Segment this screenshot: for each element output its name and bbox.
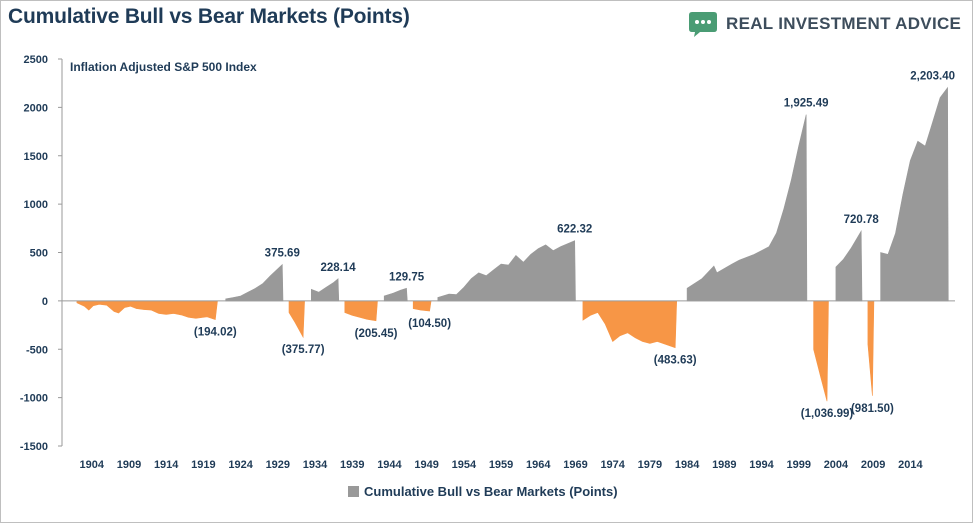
bear-market-area-2 (288, 300, 305, 339)
x-axis: 1904 1909 1914 1919 1924 1929 1934 1939 1944 1949… (80, 459, 924, 471)
x-tick-label: 1939 (340, 459, 364, 471)
x-tick-label: 1994 (749, 459, 774, 471)
x-tick-label: 2009 (861, 459, 885, 471)
bear-market-area-10 (813, 300, 829, 402)
bull-market-area-13 (880, 86, 949, 302)
chart-subtitle: Inflation Adjusted S&P 500 Index (70, 60, 257, 74)
y-tick-label: 2500 (24, 54, 48, 66)
x-tick-label: 1914 (154, 459, 179, 471)
data-label: (194.02) (194, 327, 237, 339)
bull-market-area-9 (686, 114, 808, 302)
data-label: (205.45) (355, 328, 398, 340)
x-tick-label: 1904 (80, 459, 105, 471)
data-label: 2,203.40 (910, 71, 955, 83)
x-tick-label: 1984 (675, 459, 700, 471)
x-tick-label: 1919 (191, 459, 215, 471)
y-tick-label: 1000 (24, 199, 48, 211)
x-tick-label: 2004 (824, 459, 849, 471)
x-tick-label: 1934 (303, 459, 328, 471)
bull-market-area-11 (835, 230, 863, 302)
x-tick-label: 1924 (228, 459, 253, 471)
y-tick-label: 1500 (24, 151, 48, 163)
data-label: (483.63) (654, 355, 697, 367)
x-tick-label: 1929 (266, 459, 290, 471)
y-tick-label: 0 (42, 296, 48, 308)
x-tick-label: 1949 (414, 459, 438, 471)
y-tick-label: -500 (26, 344, 48, 356)
data-label: 375.69 (265, 248, 300, 260)
series-area (76, 86, 949, 402)
legend-swatch (348, 486, 359, 497)
bear-market-area-12 (867, 300, 875, 396)
x-tick-label: 1989 (712, 459, 736, 471)
y-tick-label: -1000 (20, 393, 48, 405)
brand-name: REAL INVESTMENT ADVICE (726, 14, 962, 33)
data-labels: (194.02) 375.69 (375.77) 228.14 (205.45) 129.… (194, 71, 955, 421)
y-tick-label: 2000 (24, 102, 48, 114)
bull-market-area-1 (225, 263, 284, 302)
chat-bubble-icon (689, 12, 717, 37)
y-axis: 2500 2000 1500 1000 500 0 -500 -1000 -1500 (20, 54, 63, 453)
bull-market-area-7 (437, 240, 576, 302)
data-label: 129.75 (389, 271, 425, 283)
brand-logo: REAL INVESTMENT ADVICE (688, 8, 961, 40)
legend-label: Cumulative Bull vs Bear Markets (Points) (364, 484, 618, 499)
bull-market-area-5 (383, 287, 408, 302)
y-tick-label: 500 (30, 248, 48, 260)
page-title: Cumulative Bull vs Bear Markets (Points) (8, 5, 410, 28)
bear-market-area-0 (76, 300, 218, 321)
data-label: 228.14 (320, 262, 356, 274)
bull-market-area-3 (311, 278, 340, 302)
x-tick-label: 1909 (117, 459, 141, 471)
chart-legend: Cumulative Bull vs Bear Markets (Points) (348, 484, 618, 499)
data-label: 1,925.49 (784, 98, 829, 110)
data-label: 622.32 (557, 224, 592, 236)
x-tick-label: 2014 (898, 459, 923, 471)
bear-market-area-6 (412, 300, 432, 312)
data-label: 720.78 (844, 214, 880, 226)
x-tick-label: 1944 (377, 459, 402, 471)
x-tick-label: 1954 (452, 459, 477, 471)
data-label: (1,036.99) (801, 408, 854, 420)
bear-market-area-4 (344, 300, 378, 322)
x-tick-label: 1959 (489, 459, 513, 471)
x-tick-label: 1999 (786, 459, 810, 471)
x-tick-label: 1974 (600, 459, 625, 471)
data-label: (104.50) (408, 318, 451, 330)
x-tick-label: 1964 (526, 459, 551, 471)
x-tick-label: 1969 (563, 459, 587, 471)
data-label: (981.50) (851, 403, 894, 415)
data-label: (375.77) (282, 344, 325, 356)
y-tick-label: -1500 (20, 441, 48, 453)
x-tick-label: 1979 (638, 459, 662, 471)
bear-market-area-8 (582, 300, 678, 349)
